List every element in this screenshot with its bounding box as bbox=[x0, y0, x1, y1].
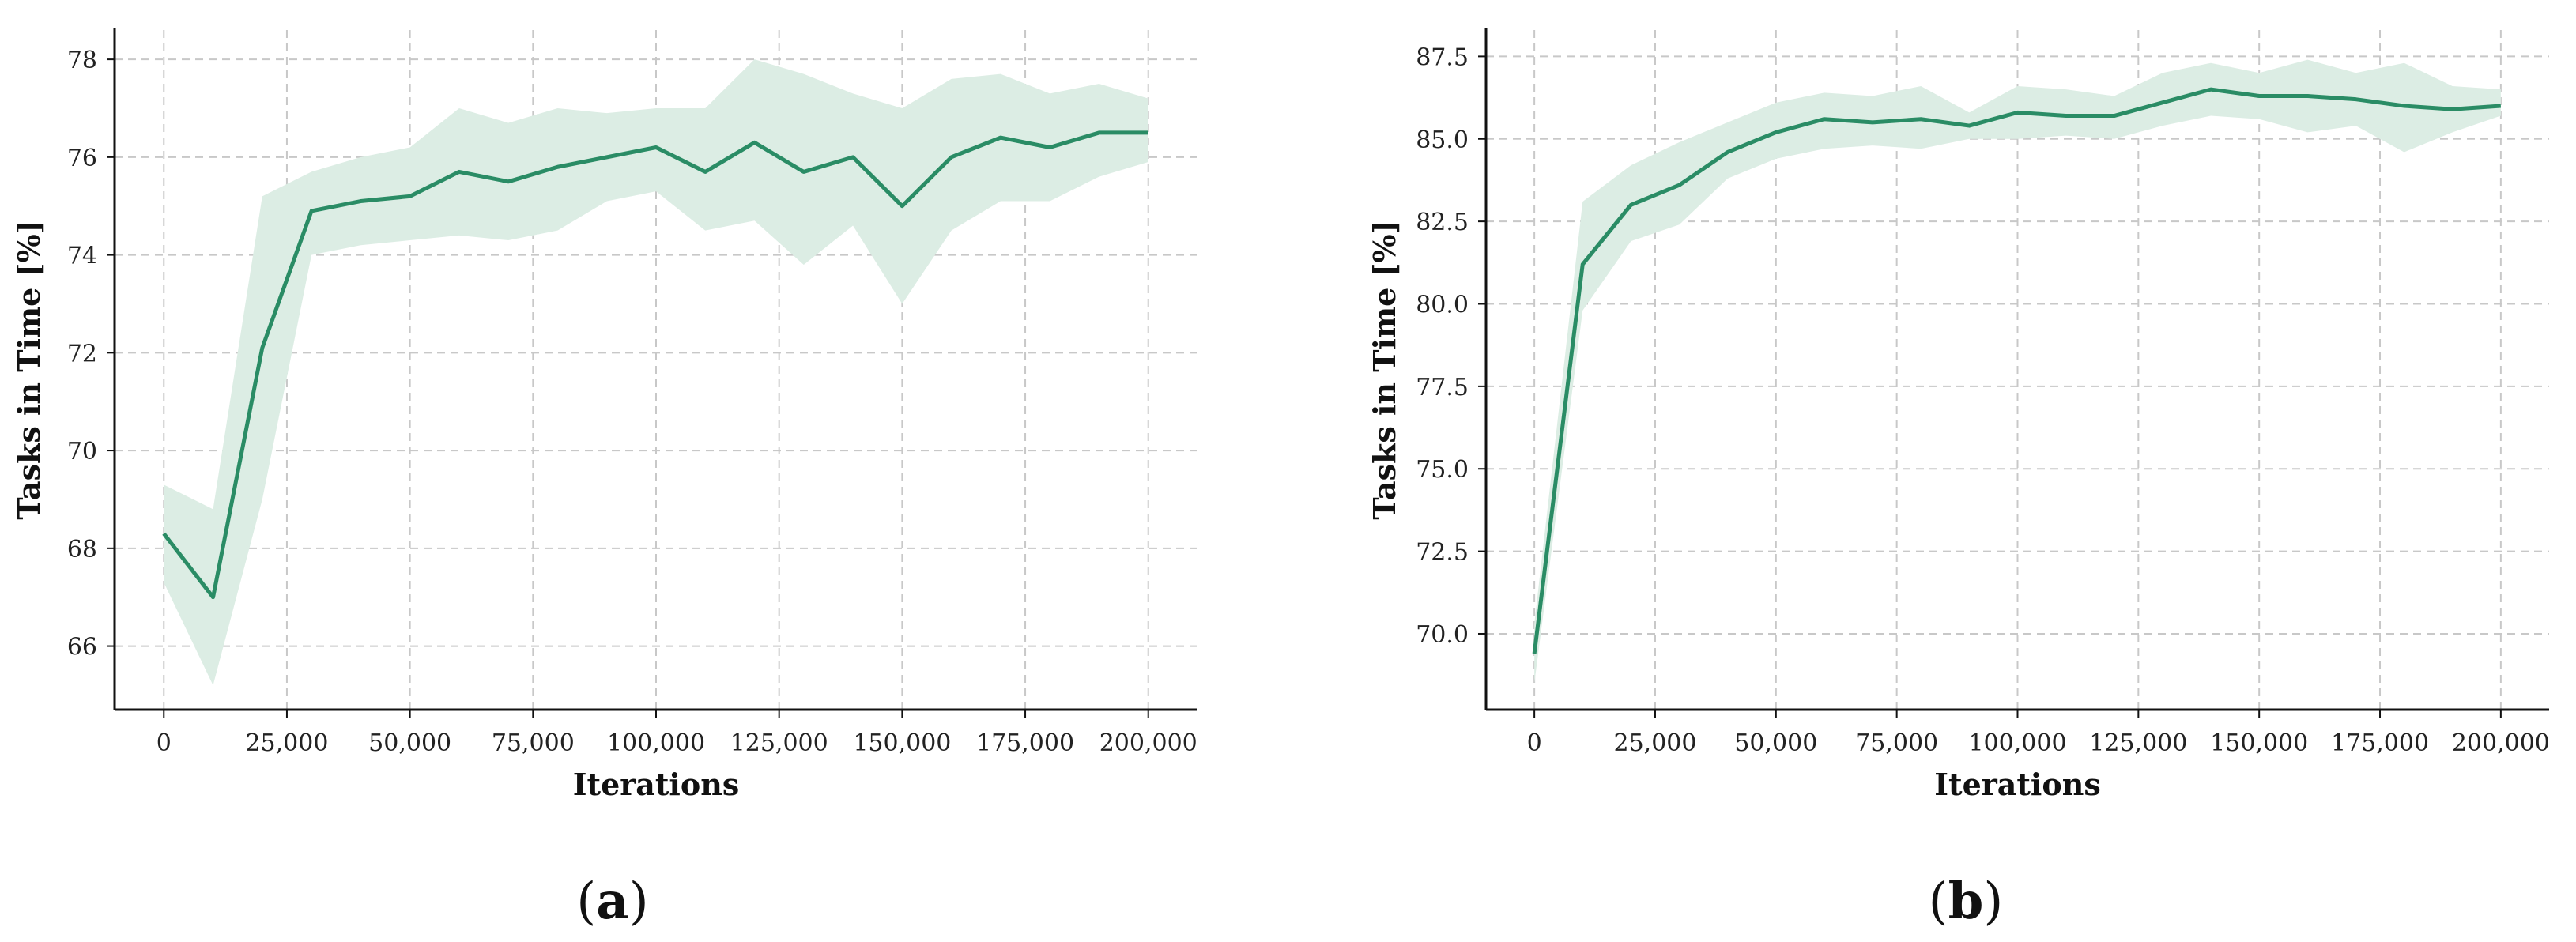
y-tick-label: 76 bbox=[67, 145, 97, 172]
x-tick-label: 25,000 bbox=[245, 729, 328, 757]
y-tick-label: 72.5 bbox=[1416, 539, 1469, 567]
x-axis-label: Iterations bbox=[1934, 767, 2101, 802]
x-tick-label: 100,000 bbox=[607, 729, 705, 757]
x-tick-label: 50,000 bbox=[1734, 729, 1817, 757]
panel-caption: (a) bbox=[576, 872, 648, 931]
x-tick-label: 175,000 bbox=[2331, 729, 2429, 757]
confidence-band bbox=[1534, 59, 2501, 684]
x-tick-label: 200,000 bbox=[2452, 729, 2550, 757]
x-tick-label: 75,000 bbox=[1855, 729, 1938, 757]
y-tick-label: 80.0 bbox=[1416, 292, 1469, 319]
y-tick-label: 66 bbox=[67, 634, 97, 661]
confidence-band bbox=[164, 59, 1148, 686]
y-tick-label: 72 bbox=[67, 340, 97, 367]
x-tick-label: 0 bbox=[1527, 729, 1542, 757]
x-tick-label: 200,000 bbox=[1099, 729, 1197, 757]
x-tick-label: 25,000 bbox=[1613, 729, 1696, 757]
y-tick-label: 82.5 bbox=[1416, 209, 1469, 236]
panel-a: 0 25,000 50,000 75,000 100,000 125,000 150,000… bbox=[11, 28, 1197, 931]
y-tick-label: 77.5 bbox=[1416, 374, 1469, 401]
y-tick-label: 75.0 bbox=[1416, 456, 1469, 484]
x-tick-label: 125,000 bbox=[730, 729, 828, 757]
x-tick-label: 50,000 bbox=[368, 729, 451, 757]
panel-caption: (b) bbox=[1929, 872, 2004, 931]
y-tick-label: 74 bbox=[67, 243, 97, 270]
x-axis-label: Iterations bbox=[573, 767, 740, 802]
panel-letter: a bbox=[596, 872, 628, 931]
x-tick-label: 175,000 bbox=[976, 729, 1074, 757]
y-tick-label: 87.5 bbox=[1416, 43, 1469, 71]
x-tick-label: 150,000 bbox=[853, 729, 951, 757]
y-tick-label: 70.0 bbox=[1416, 621, 1469, 649]
y-tick-label: 70 bbox=[67, 438, 97, 465]
x-tick-label: 100,000 bbox=[1968, 729, 2066, 757]
x-tick-label: 75,000 bbox=[492, 729, 575, 757]
panel-b: 0 25,000 50,000 75,000 100,000 125,000 150,000… bbox=[1367, 28, 2550, 931]
y-axis-label: Tasks in Time [%] bbox=[11, 220, 47, 519]
panel-letter: b bbox=[1948, 872, 1984, 931]
x-tick-label: 125,000 bbox=[2089, 729, 2187, 757]
y-tick-label: 78 bbox=[67, 47, 97, 74]
y-tick-label: 85.0 bbox=[1416, 126, 1469, 154]
y-axis-label: Tasks in Time [%] bbox=[1367, 220, 1402, 519]
x-tick-label: 0 bbox=[157, 729, 172, 757]
y-tick-label: 68 bbox=[67, 536, 97, 563]
x-tick-label: 150,000 bbox=[2210, 729, 2308, 757]
